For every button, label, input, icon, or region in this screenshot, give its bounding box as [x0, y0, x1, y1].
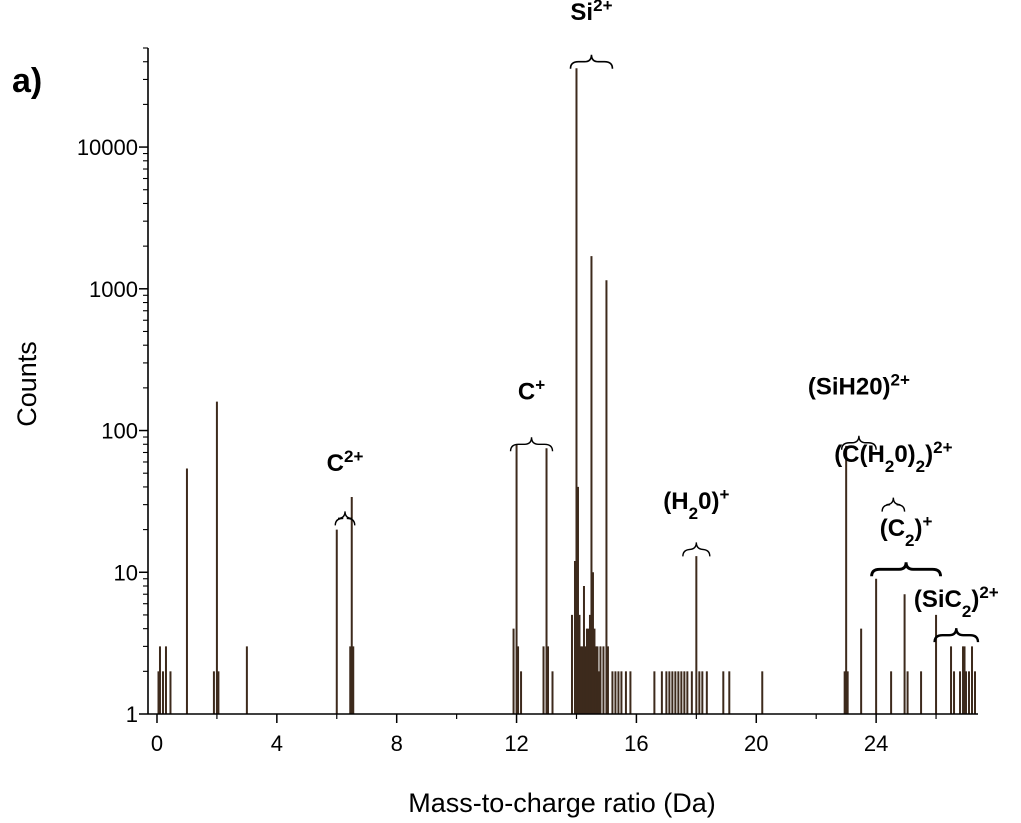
y-axis-title: Counts: [12, 341, 42, 427]
annotation-label: C+: [518, 375, 545, 406]
peak-bars: [157, 68, 977, 714]
x-tick-label: 16: [624, 731, 648, 756]
y-tick-label: 1: [126, 702, 138, 727]
x-axis-title: Mass-to-charge ratio (Da): [408, 788, 716, 818]
annotation-label: (SiC2)2+: [914, 582, 999, 620]
annotation-brace: [509, 437, 554, 452]
annotation-brace: [569, 54, 614, 69]
annotation-label: (C2)+: [880, 512, 933, 550]
axes: 0 4 8 12 16 20 24 1 10 100 1000 10000: [77, 47, 978, 756]
y-tick-label: 10000: [77, 135, 138, 160]
annotation-brace: [870, 562, 942, 577]
annotation-label: (C(H20)2)2+: [834, 437, 952, 475]
y-tick-label: 1000: [89, 277, 138, 302]
y-tick-label: 100: [101, 419, 138, 444]
y-tick-label: 10: [114, 560, 138, 585]
x-tick-label: 20: [744, 731, 768, 756]
annotation-label: C2+: [327, 446, 364, 477]
x-tick-label: 0: [151, 731, 163, 756]
x-tick-label: 24: [864, 731, 888, 756]
annotation-brace: [682, 542, 711, 557]
annotation-label: Si2+: [570, 0, 612, 26]
x-tick-label: 4: [271, 731, 283, 756]
annotation-label: (H20)+: [663, 484, 729, 522]
x-tick-label: 12: [504, 731, 528, 756]
panel-label: a): [12, 62, 42, 100]
peak-annotations: C2+ C+ Si2+ (H20)+ (SiH20)2+ (C(H20)2)2+ (C2)+…: [327, 0, 999, 643]
annotation-brace: [933, 628, 980, 643]
annotation-brace: [881, 497, 906, 512]
annotation-label: (SiH20)2+: [808, 370, 910, 401]
x-tick-label: 8: [391, 731, 403, 756]
